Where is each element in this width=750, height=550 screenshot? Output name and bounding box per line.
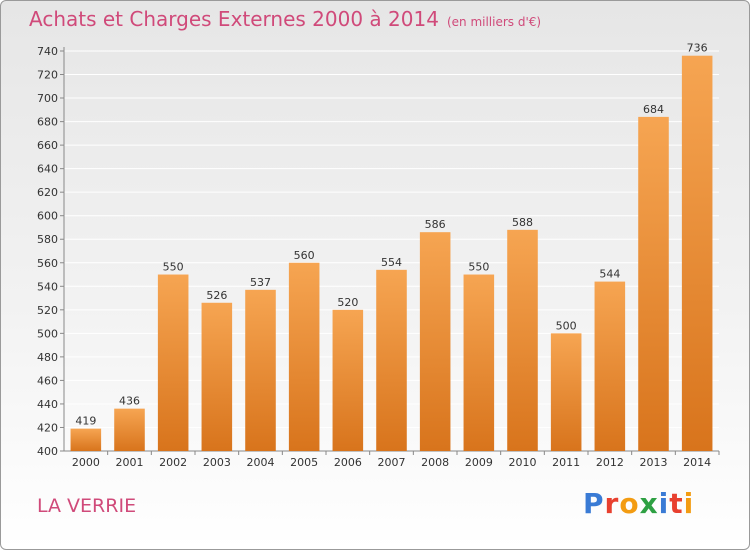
y-tick-label: 580 [37, 233, 58, 246]
bar [332, 309, 364, 451]
x-tick-label: 2005 [290, 456, 318, 469]
x-tick-label: 2010 [509, 456, 537, 469]
bar [594, 281, 626, 451]
logo-letter: r [604, 487, 620, 520]
x-tick-label: 2011 [552, 456, 580, 469]
logo-letter: P [583, 487, 605, 520]
x-tick-label: 2004 [247, 456, 275, 469]
y-tick-label: 560 [37, 257, 58, 270]
bar-value-label: 544 [599, 268, 620, 281]
x-tick-label: 2013 [640, 456, 668, 469]
bar-value-label: 419 [75, 415, 96, 428]
bar-value-label: 500 [556, 319, 577, 332]
y-tick-label: 500 [37, 327, 58, 340]
logo-letter: i [658, 487, 670, 520]
bar-value-label: 526 [206, 289, 227, 302]
y-tick-label: 720 [37, 69, 58, 82]
logo-letter: o [619, 487, 640, 520]
bar [507, 229, 538, 451]
x-tick-label: 2012 [596, 456, 624, 469]
bar [70, 428, 102, 451]
proxiti-logo: Proxiti [583, 487, 694, 520]
bar [157, 274, 189, 451]
bar-value-label: 550 [163, 261, 184, 274]
x-tick-label: 2008 [421, 456, 449, 469]
logo-letter: x [639, 487, 659, 520]
y-tick-label: 480 [37, 351, 58, 364]
chart-title-text: Achats et Charges Externes 2000 à 2014 [29, 7, 439, 31]
x-tick-label: 2001 [116, 456, 144, 469]
y-tick-label: 460 [37, 374, 58, 387]
y-tick-label: 400 [37, 445, 58, 458]
y-tick-label: 600 [37, 210, 58, 223]
bar [463, 274, 495, 451]
x-tick-label: 2000 [72, 456, 100, 469]
bar [201, 302, 233, 451]
y-tick-label: 540 [37, 280, 58, 293]
bar-value-label: 554 [381, 256, 402, 269]
y-tick-label: 620 [37, 186, 58, 199]
x-tick-label: 2009 [465, 456, 493, 469]
bar [638, 116, 669, 451]
bar [376, 269, 407, 451]
x-tick-label: 2014 [683, 456, 711, 469]
bar [419, 232, 451, 451]
x-tick-label: 2002 [159, 456, 187, 469]
bar-value-label: 736 [687, 42, 708, 55]
bar [245, 289, 276, 451]
bar [114, 408, 145, 451]
bar [288, 262, 320, 451]
y-tick-label: 740 [37, 45, 58, 58]
y-tick-label: 420 [37, 421, 58, 434]
y-tick-label: 680 [37, 116, 58, 129]
bar [550, 333, 582, 451]
chart-title: Achats et Charges Externes 2000 à 2014 (e… [29, 7, 541, 31]
x-tick-label: 2006 [334, 456, 362, 469]
x-tick-label: 2007 [378, 456, 406, 469]
y-tick-label: 700 [37, 92, 58, 105]
y-tick-label: 440 [37, 398, 58, 411]
bar-value-label: 550 [468, 261, 489, 274]
logo-letter: t [669, 487, 684, 520]
bar-value-label: 436 [119, 395, 140, 408]
chart-subtitle: (en milliers d'€) [446, 15, 542, 29]
logo-letter: i [683, 487, 695, 520]
bar-value-label: 588 [512, 216, 533, 229]
y-tick-label: 660 [37, 139, 58, 152]
location-label: LA VERRIE [37, 495, 137, 517]
y-tick-label: 640 [37, 163, 58, 176]
x-tick-label: 2003 [203, 456, 231, 469]
bar-value-label: 537 [250, 276, 271, 289]
bar [681, 55, 713, 452]
bar-value-label: 586 [425, 218, 446, 231]
y-tick-label: 520 [37, 304, 58, 317]
bar-value-label: 520 [337, 296, 358, 309]
bar-value-label: 684 [643, 103, 664, 116]
bar-value-label: 560 [294, 249, 315, 262]
